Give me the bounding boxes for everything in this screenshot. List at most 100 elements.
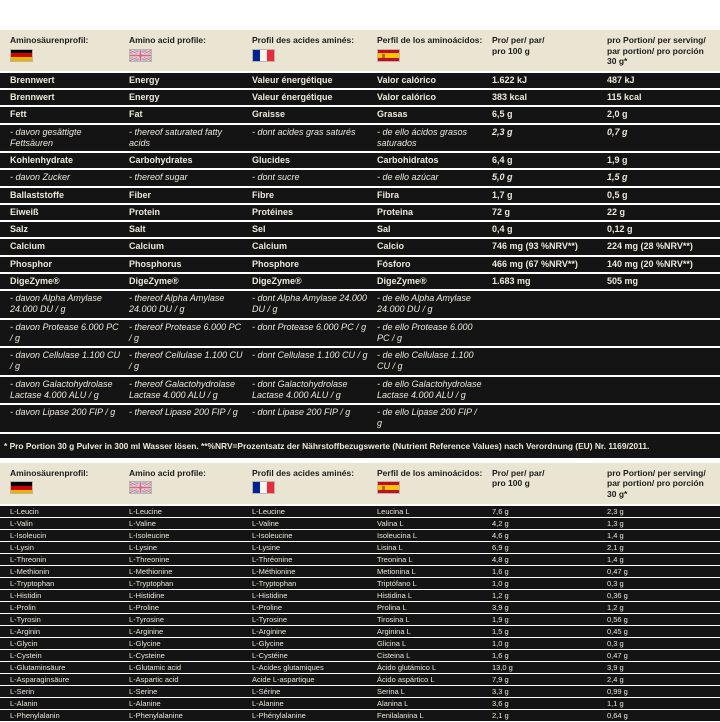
cell-value-100: 1.683 mg: [492, 275, 531, 286]
cell-en: Protein: [129, 206, 161, 217]
cell-en: - thereof Lipase 200 FIP / g: [129, 407, 238, 418]
cell-es: Arginina L: [377, 626, 411, 636]
header-label-spanish: Perfil de los aminoácidos:: [377, 467, 483, 478]
cell-value-30: 2,0 g: [607, 109, 628, 120]
cell-value-30: 0,47 g: [607, 566, 628, 576]
cell-es: Tirosina L: [377, 614, 410, 624]
table-row: - davon Alpha Amylase 24.000 DU / g - the…: [0, 291, 720, 318]
uk-flag-icon: [129, 48, 152, 62]
cell-fr: L-Valine: [252, 518, 279, 528]
table-row: - davon Galactohydrolase Lactase 4.000 A…: [0, 376, 720, 404]
cell-value-100: 1,0 g: [492, 638, 509, 648]
cell-es: - de ello Cellulase 1.100 CU / g: [377, 350, 474, 372]
cell-fr: L-Leucine: [252, 506, 285, 516]
cell-value-100: 7,6 g: [492, 506, 509, 516]
table-row: L-Phenylalanin L-Phenylalanine L-Phénylala…: [0, 709, 720, 721]
table-row: Brennwert Energy Valeur énergétique Valor c…: [0, 72, 720, 89]
cell-en: Salt: [129, 224, 146, 235]
table-row: L-Asparaginsäure L-Aspartic acid Acide L-a…: [0, 673, 720, 685]
cell-fr: - dont Alpha Amylase 24.000 DU / g: [252, 293, 367, 315]
table-row: Salz Salt Sel Sal 0,4 g 0,12 g: [0, 222, 720, 238]
cell-es: Fenilalanina L: [377, 710, 424, 720]
cell-en: - thereof Cellulase 1.100 CU / g: [129, 350, 243, 372]
cell-value-30: 1,4 g: [607, 554, 624, 564]
cell-fr: - dont sucre: [252, 172, 300, 183]
header-col-french: Profil des acides aminés:: [252, 35, 377, 67]
cell-value-30: 0,5 g: [607, 189, 628, 200]
table-row: L-Tyrosin L-Tyrosine L-Tyrosine Tirosina L 1…: [0, 613, 720, 625]
header-label-per-100g: Pro/ per/ par/ pro 100 g: [492, 467, 545, 489]
table-row: - davon Lipase 200 FIP / g - thereof Lipa…: [0, 405, 720, 432]
table-row: L-Valin L-Valine L-Valine Valina L 4,2 g 1,3 …: [0, 517, 720, 529]
header-col-per-serving: pro Portion/ per serving/ par portion/ p…: [607, 468, 720, 500]
table-row: L-Histidin L-Histidine L-Histidine Histidin…: [0, 589, 720, 601]
cell-value-30: 0,64 g: [607, 710, 628, 720]
cell-en: L-Phenylalanine: [129, 710, 183, 720]
header-label-spanish: Perfil de los aminoácidos:: [377, 35, 483, 45]
cell-value-30: 1,1 g: [607, 698, 624, 708]
cell-value-100: 1,5 g: [492, 626, 509, 636]
cell-de: Brennwert: [10, 74, 55, 85]
cell-value-30: 0,36 g: [607, 590, 628, 600]
cell-en: L-Cysteine: [129, 650, 165, 660]
table-row: L-Glycin L-Glycine L-Glycine Glicina L 1,0 g…: [0, 637, 720, 649]
cell-es: Serina L: [377, 686, 405, 696]
cell-es: Ácido aspártico L: [377, 674, 435, 684]
cell-fr: L-Cystéine: [252, 650, 288, 660]
cell-en: Phosphorus: [129, 258, 182, 269]
header-label-english: Amino acid profile:: [129, 35, 206, 45]
cell-value-30: 2,1 g: [607, 542, 624, 552]
header-col-english: Amino acid profile:: [129, 468, 252, 500]
spain-flag-icon: [377, 481, 400, 495]
cell-de: L-Cystein: [10, 650, 42, 660]
table-row: - davon Cellulase 1.100 CU / g - thereof …: [0, 348, 720, 375]
cell-fr: L-Phénylalanine: [252, 710, 306, 720]
header-label-per-serving: pro Portion/ per serving/ par portion/ p…: [607, 35, 706, 67]
cell-fr: Calcium: [252, 241, 288, 252]
table-row: - davon Zucker - thereof sugar - dont sucr…: [0, 170, 720, 186]
cell-en: L-Lysine: [129, 542, 158, 552]
cell-value-100: 3,3 g: [492, 686, 509, 696]
cell-value-30: 115 kcal: [607, 92, 642, 103]
cell-value-30: 22 g: [607, 206, 626, 217]
cell-value-100: 3,6 g: [492, 698, 509, 708]
cell-en: L-Proline: [129, 602, 160, 612]
cell-value-30: 0,47 g: [607, 650, 628, 660]
cell-value-30: 0,45 g: [607, 626, 628, 636]
cell-value-100: 2,3 g: [492, 126, 513, 137]
cell-de: - davon Protease 6.000 PC / g: [10, 321, 119, 343]
header-col-german: Aminosäurenprofil:: [0, 35, 129, 67]
cell-fr: L-Arginine: [252, 626, 287, 636]
cell-value-30: 0,56 g: [607, 614, 628, 624]
germany-flag-icon: [10, 481, 33, 495]
cell-fr: Phosphore: [252, 258, 300, 269]
cell-value-100: 4,8 g: [492, 554, 509, 564]
cell-en: DigeZyme®: [129, 275, 179, 286]
table-row: L-Arginin L-Arginine L-Arginine Arginina L 1…: [0, 625, 720, 637]
cell-fr: L-Glycine: [252, 638, 284, 648]
cell-de: Phosphor: [10, 258, 52, 269]
table-row: L-Threonin L-Threonine L-Thréonine Treonina…: [0, 553, 720, 565]
cell-fr: Valeur énergétique: [252, 74, 333, 85]
cell-fr: L-Tyrosine: [252, 614, 288, 624]
table-row: - davon Protease 6.000 PC / g - thereof P…: [0, 319, 720, 347]
cell-en: L-Isoleucine: [129, 530, 170, 540]
table-row: L-Isoleucin L-Isoleucine L-Isoleucine Isole…: [0, 529, 720, 541]
cell-de: L-Histidin: [10, 590, 42, 600]
cell-fr: Graisse: [252, 109, 286, 120]
cell-de: L-Threonin: [10, 554, 47, 564]
cell-de: - davon Galactohydrolase Lactase 4.000 A…: [10, 378, 113, 400]
cell-es: Sal: [377, 224, 391, 235]
table-row: L-Prolin L-Proline L-Proline Prolina L 3,9 g…: [0, 601, 720, 613]
cell-fr: DigeZyme®: [252, 275, 302, 286]
header-col-per-100g: Pro/ per/ par/ pro 100 g: [492, 468, 607, 500]
cell-value-100: 2,1 g: [492, 710, 509, 720]
cell-fr: L-Lysine: [252, 542, 281, 552]
cell-en: - thereof sugar: [129, 172, 188, 183]
header-col-english: Amino acid profile:: [129, 35, 252, 67]
cell-de: Ballaststoffe: [10, 189, 65, 200]
cell-de: - davon Cellulase 1.100 CU / g: [10, 350, 121, 372]
cell-value-100: 1,7 g: [492, 189, 513, 200]
cell-value-100: 1.622 kJ: [492, 74, 528, 85]
cell-es: - de ello Protease 6.000 PC / g: [377, 321, 473, 343]
